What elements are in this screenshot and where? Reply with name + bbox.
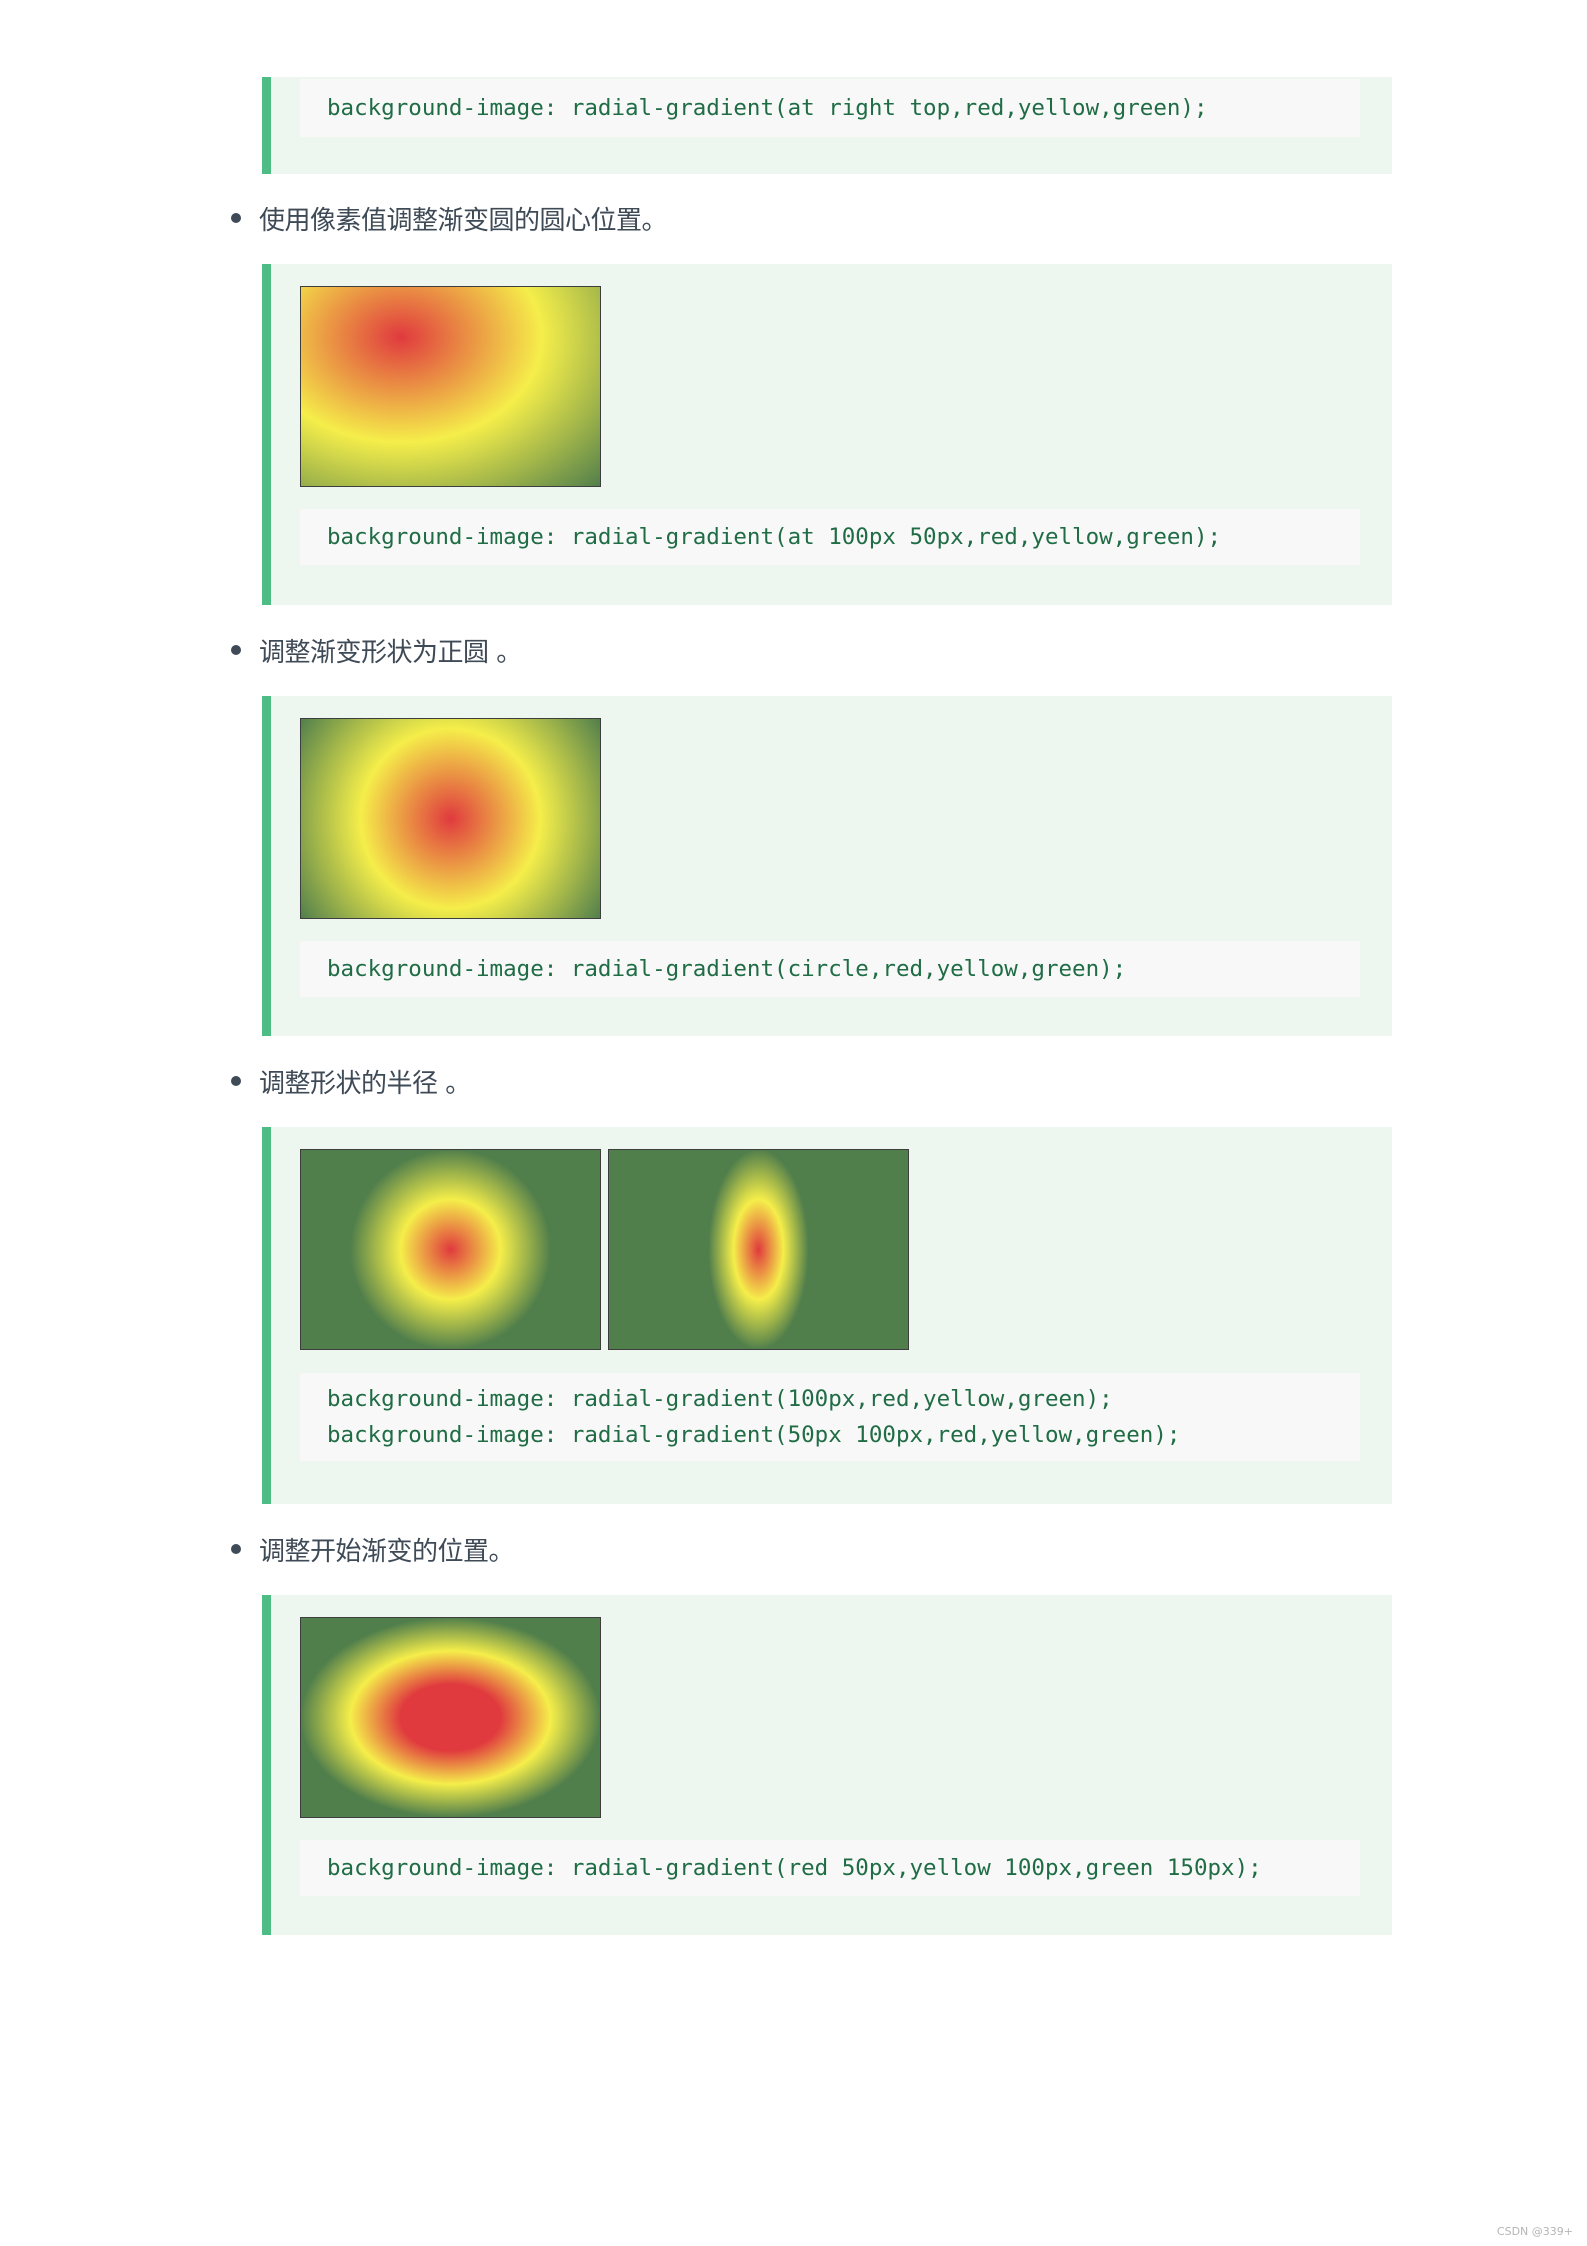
example-block-radius: background-image: radial-gradient(100px,…: [262, 1127, 1392, 1504]
example-block-pixel-position: background-image: radial-gradient(at 100…: [262, 264, 1392, 605]
list-item-text: 调整渐变形状为正圆 。: [259, 637, 522, 668]
bullet-dot: [231, 1076, 241, 1086]
list-item: 调整开始渐变的位置。: [231, 1527, 515, 1571]
code-block: background-image: radial-gradient(100px,…: [300, 1373, 1360, 1461]
example-block-color-stops: background-image: radial-gradient(red 50…: [262, 1595, 1392, 1935]
code-line: background-image: radial-gradient(at 100…: [327, 524, 1222, 550]
list-item: 使用像素值调整渐变圆的圆心位置。: [231, 196, 668, 240]
accent-bar: [262, 696, 271, 1036]
code-line: background-image: radial-gradient(red 50…: [327, 1855, 1262, 1881]
code-line: background-image: radial-gradient(50px 1…: [327, 1422, 1181, 1448]
code-block: background-image: radial-gradient(red 50…: [300, 1840, 1360, 1896]
accent-bar: [262, 1127, 271, 1504]
radial-gradient-circle-demo: [300, 718, 601, 919]
bullet-dot: [231, 213, 241, 223]
radial-gradient-ellipse-radius-demo: [608, 1149, 909, 1350]
example-block-circle: background-image: radial-gradient(circle…: [262, 696, 1392, 1036]
code-line: background-image: radial-gradient(circle…: [327, 956, 1127, 982]
code-line: background-image: radial-gradient(100px,…: [327, 1386, 1113, 1412]
accent-bar: [262, 1595, 271, 1935]
radial-gradient-color-stops-demo: [300, 1617, 601, 1818]
example-block-at-right-top: background-image: radial-gradient(at rig…: [262, 77, 1392, 174]
radial-gradient-radius-demo: [300, 1149, 601, 1350]
list-item: 调整形状的半径 。: [231, 1059, 471, 1103]
radial-gradient-at-pixel-demo: [300, 286, 601, 487]
accent-bar: [262, 77, 271, 174]
bullet-dot: [231, 645, 241, 655]
code-block: background-image: radial-gradient(at rig…: [300, 79, 1360, 137]
code-block: background-image: radial-gradient(at 100…: [300, 509, 1360, 565]
list-item-text: 使用像素值调整渐变圆的圆心位置。: [259, 205, 668, 236]
bullet-dot: [231, 1544, 241, 1554]
watermark: CSDN @339+: [1496, 2225, 1573, 2238]
list-item: 调整渐变形状为正圆 。: [231, 628, 522, 672]
code-line: background-image: radial-gradient(at rig…: [327, 95, 1208, 121]
list-item-text: 调整开始渐变的位置。: [259, 1536, 515, 1567]
list-item-text: 调整形状的半径 。: [259, 1068, 471, 1099]
accent-bar: [262, 264, 271, 605]
code-block: background-image: radial-gradient(circle…: [300, 941, 1360, 997]
